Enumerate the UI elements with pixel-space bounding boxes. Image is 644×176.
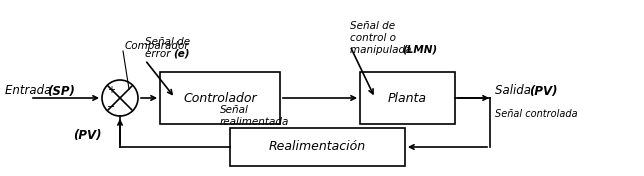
Text: −: − <box>107 102 115 112</box>
Text: Señal controlada: Señal controlada <box>495 109 578 119</box>
Text: (e): (e) <box>173 49 189 59</box>
Text: Realimentación: Realimentación <box>269 140 366 153</box>
Text: +: + <box>107 85 115 95</box>
Text: Controlador: Controlador <box>183 92 257 105</box>
Bar <box>230 128 405 166</box>
Text: manipulada: manipulada <box>350 45 415 55</box>
Text: control o: control o <box>350 33 396 43</box>
Text: Señal de: Señal de <box>145 37 190 47</box>
Text: error: error <box>145 49 174 59</box>
Text: Entrada: Entrada <box>5 84 55 98</box>
Bar <box>360 72 455 124</box>
Text: Planta: Planta <box>388 92 427 105</box>
Text: Comparador: Comparador <box>125 41 189 51</box>
Text: Señal de: Señal de <box>350 21 395 31</box>
Text: Salida: Salida <box>495 84 535 98</box>
Text: (PV): (PV) <box>529 84 558 98</box>
Text: realimentada: realimentada <box>220 117 289 127</box>
Text: (PV): (PV) <box>73 130 101 143</box>
Text: Señal: Señal <box>220 105 249 115</box>
Bar <box>160 72 280 124</box>
Text: (LMN): (LMN) <box>402 45 437 55</box>
Text: (SP): (SP) <box>47 84 75 98</box>
